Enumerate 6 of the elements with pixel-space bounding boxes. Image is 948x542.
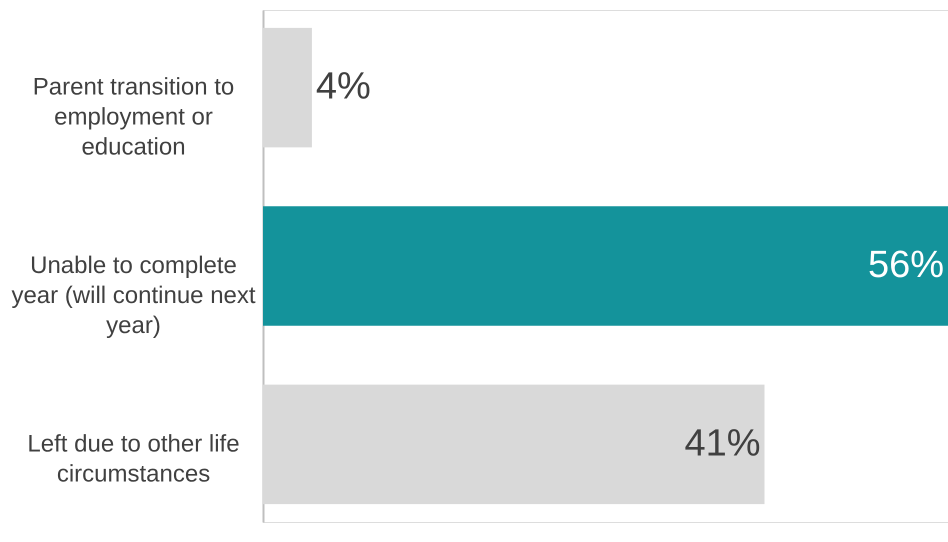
y-tick-label: Unable to complete year (will continue next year) — [11, 252, 256, 339]
data-label: 41% — [684, 422, 761, 464]
y-tick-label: Parent transition to employment or education — [32, 74, 234, 161]
data-label: 4% — [316, 66, 371, 108]
data-label: 56% — [868, 244, 944, 286]
y-tick-label: Left due to other life circumstances — [27, 430, 240, 488]
